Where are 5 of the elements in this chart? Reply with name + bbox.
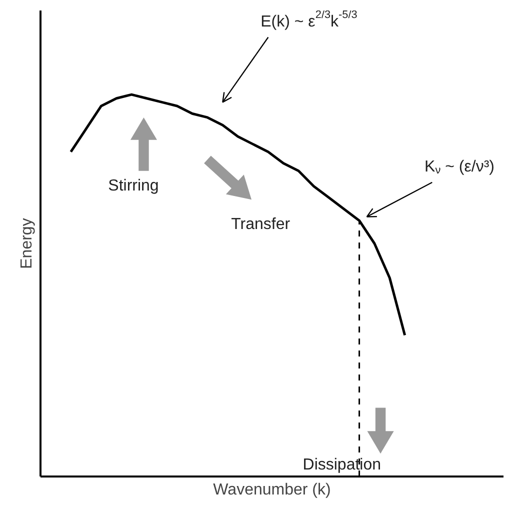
y-axis-title: Energy: [18, 218, 36, 269]
annotation: Stirring: [108, 178, 159, 195]
annotation: Transfer: [231, 216, 291, 233]
annotation: Dissipation: [302, 456, 382, 474]
x-axis-title: Wavenumber (k): [213, 482, 331, 498]
